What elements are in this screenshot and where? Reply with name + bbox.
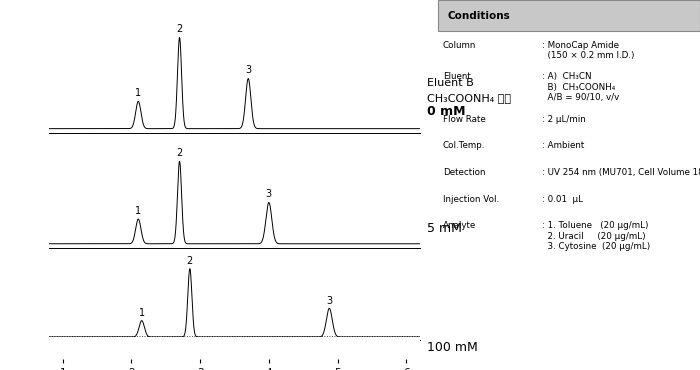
Text: 1: 1 [135,88,141,98]
Text: 2: 2 [187,256,193,266]
Text: : Ambient: : Ambient [542,141,584,150]
Text: 2: 2 [176,24,183,34]
Text: 3: 3 [245,65,251,75]
Text: 2: 2 [176,148,183,158]
Text: 3: 3 [266,189,272,199]
Text: Column: Column [442,41,476,50]
Text: Analyte: Analyte [442,221,476,230]
Text: : 2 μL/min: : 2 μL/min [542,115,587,124]
Text: Eluent B: Eluent B [427,78,474,88]
Text: Col.Temp.: Col.Temp. [442,141,485,150]
Text: 1: 1 [139,308,145,318]
Text: 3: 3 [326,296,332,306]
Text: Eluent: Eluent [442,72,470,81]
Text: Injection Vol.: Injection Vol. [442,195,499,204]
Text: Flow Rate: Flow Rate [442,115,486,124]
Text: : UV 254 nm (MU701, Cell Volume 18 nL): : UV 254 nm (MU701, Cell Volume 18 nL) [542,168,700,177]
Text: : A)  CH₃CN
  B)  CH₃COONH₄
  A/B = 90/10, v/v: : A) CH₃CN B) CH₃COONH₄ A/B = 90/10, v/v [542,72,620,102]
Text: 100 mM: 100 mM [427,341,478,354]
Text: Conditions: Conditions [448,11,511,21]
FancyBboxPatch shape [438,0,700,31]
Text: : 1. Toluene   (20 μg/mL)
  2. Uracil     (20 μg/mL)
  3. Cytosine  (20 μg/mL): : 1. Toluene (20 μg/mL) 2. Uracil (20 μg… [542,221,651,251]
Text: 1: 1 [135,206,141,216]
Text: 0 mM: 0 mM [427,105,466,118]
Text: 5 mM: 5 mM [427,222,462,235]
Text: Detection: Detection [442,168,485,177]
Text: : 0.01  μL: : 0.01 μL [542,195,584,204]
Text: CH₃COONH₄ 濃度: CH₃COONH₄ 濃度 [427,92,511,103]
Text: : MonoCap Amide
  (150 × 0.2 mm I.D.): : MonoCap Amide (150 × 0.2 mm I.D.) [542,41,635,60]
